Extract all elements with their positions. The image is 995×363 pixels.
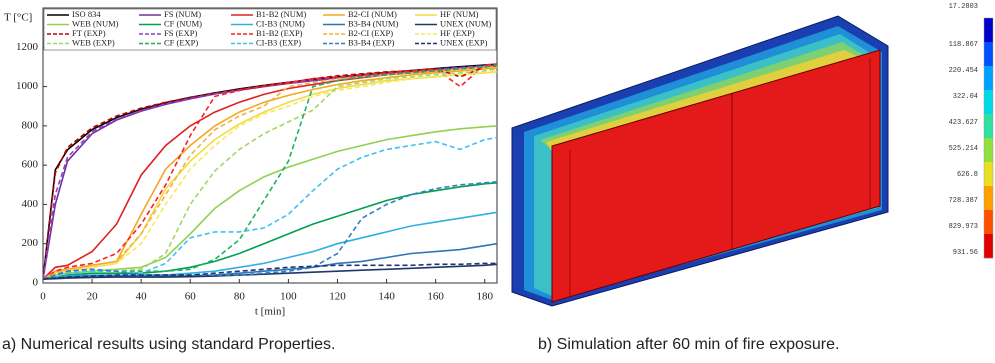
series-group — [43, 64, 497, 279]
colorbar-label: 829.973 — [949, 223, 978, 231]
y-tick-label: 200 — [22, 237, 39, 249]
colorbar-band — [984, 42, 993, 66]
figure: T [°C] t [min] a) Numerical results usin… — [0, 0, 995, 358]
series-line — [43, 64, 497, 279]
colorbar-band — [984, 18, 993, 42]
colorbar-label: 728.387 — [949, 197, 978, 205]
y-tick-label: 1000 — [16, 80, 39, 92]
colorbar-label: 423.627 — [949, 119, 978, 127]
colorbar-band — [984, 138, 993, 162]
legend-label: B1-B2 (EXP) — [256, 28, 303, 38]
y-tick-label: 400 — [22, 198, 39, 210]
y-tick-label: 1200 — [16, 41, 39, 53]
legend-label: CF (EXP) — [164, 37, 198, 47]
legend-label: UNEX (EXP) — [440, 37, 488, 47]
legend-label: UNEX (NUM) — [440, 18, 491, 28]
x-tick-label: 140 — [378, 291, 395, 303]
colorbar-band — [984, 186, 993, 210]
series-line — [43, 65, 497, 279]
caption: b) Simulation after 60 min of fire expos… — [538, 336, 839, 353]
legend-label: WEB (EXP) — [72, 37, 115, 47]
colorbar-band — [984, 114, 993, 138]
legend-label: B3-B4 (EXP) — [348, 37, 395, 47]
x-axis-label: t [min] — [255, 306, 285, 318]
legend-label: FS (EXP) — [164, 28, 197, 38]
legend-label: WEB (NUM) — [72, 18, 119, 28]
legend-label: B2-CI (NUM) — [348, 9, 397, 19]
y-tick-label: 0 — [33, 277, 39, 289]
colorbar-label: 220.454 — [949, 67, 978, 75]
series-line — [43, 65, 497, 279]
legend-label: FS (NUM) — [164, 9, 201, 19]
colorbar-label: 626.8 — [957, 171, 978, 179]
legend-label: B2-CI (EXP) — [348, 28, 393, 38]
colorbar-label: 525.214 — [949, 145, 978, 153]
legend-label: CI-B3 (NUM) — [256, 18, 305, 28]
y-tick-label: 800 — [22, 119, 39, 131]
x-tick-label: 80 — [234, 291, 246, 303]
x-tick-label: 120 — [329, 291, 346, 303]
legend-label: FT (EXP) — [72, 28, 106, 38]
legend-label: ISO 834 — [72, 9, 101, 19]
x-tick-label: 100 — [280, 291, 297, 303]
series-line — [43, 65, 497, 279]
colorbar-band — [984, 234, 993, 258]
legend-label: B1-B2 (NUM) — [256, 9, 306, 19]
series-line — [43, 72, 497, 279]
y-axis-label: T [°C] — [4, 12, 32, 24]
legend-label: CF (NUM) — [164, 18, 202, 28]
colorbar-band — [984, 90, 993, 114]
series-line — [43, 68, 497, 279]
colorbar-label: 322.04 — [953, 93, 978, 101]
x-tick-label: 160 — [427, 291, 444, 303]
series-line — [43, 67, 497, 279]
legend-label: HF (NUM) — [440, 9, 479, 19]
legend-label: B3-B4 (NUM) — [348, 18, 398, 28]
x-tick-label: 60 — [185, 291, 197, 303]
x-tick-label: 0 — [40, 291, 46, 303]
colorbar-label: 931.56 — [953, 249, 978, 257]
x-tick-label: 40 — [136, 291, 148, 303]
colorbar-band — [984, 66, 993, 90]
legend-label: HF (EXP) — [440, 28, 475, 38]
series-line — [43, 64, 497, 279]
caption: a) Numerical results using standard Prop… — [2, 336, 335, 353]
y-tick-label: 600 — [22, 159, 39, 171]
series-line — [43, 138, 497, 280]
colorbar-band — [984, 210, 993, 234]
series-line — [43, 66, 497, 279]
simulation-box — [512, 16, 888, 306]
series-line — [43, 65, 497, 279]
x-tick-label: 180 — [476, 291, 493, 303]
colorbar-label: 118.867 — [949, 41, 978, 49]
colorbar-band — [984, 162, 993, 186]
colorbar-label: 17.2803 — [949, 3, 978, 11]
x-tick-label: 20 — [87, 291, 99, 303]
legend-label: CI-B3 (EXP) — [256, 37, 301, 47]
